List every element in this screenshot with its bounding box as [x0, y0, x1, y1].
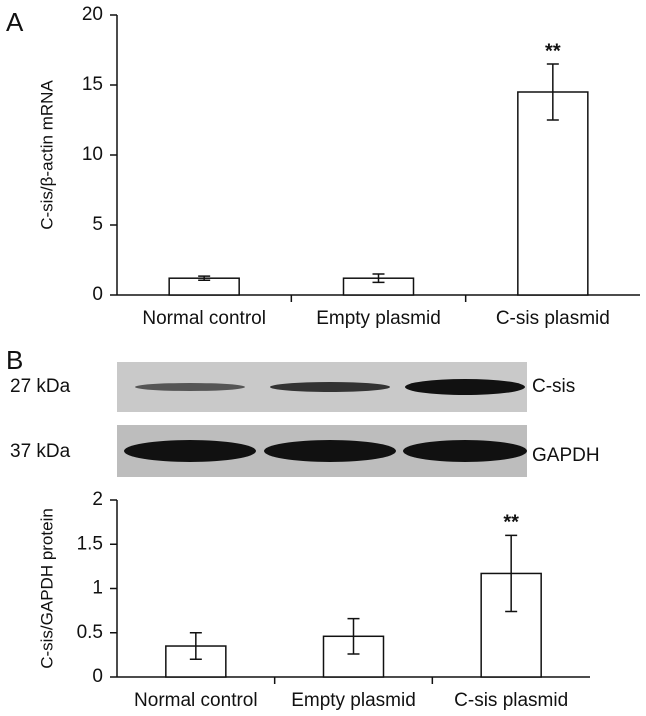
y-tick-label: 0.5	[77, 622, 103, 643]
blot-protein: C-sis	[532, 376, 575, 397]
blot-band	[270, 382, 390, 392]
y-tick-label: 10	[82, 144, 103, 165]
blot-size: 27 kDa	[10, 376, 71, 397]
blot-band	[264, 440, 396, 462]
y-tick-label: 20	[82, 4, 103, 25]
blot-band	[405, 379, 525, 395]
x-tick-label: Empty plasmid	[316, 308, 441, 329]
x-tick-label: Empty plasmid	[291, 690, 416, 711]
x-tick-label: Normal control	[142, 308, 266, 329]
panel-label: B	[6, 345, 23, 375]
y-axis-label: C-sis/GAPDH protein	[37, 508, 56, 669]
y-tick-label: 0	[92, 284, 103, 305]
y-tick-label: 2	[92, 489, 103, 510]
blot-size: 37 kDa	[10, 441, 71, 462]
y-tick-label: 5	[92, 214, 103, 235]
error-bar	[372, 273, 385, 284]
y-tick-label: 0	[92, 666, 103, 687]
error-bar	[189, 632, 202, 661]
bar	[517, 91, 589, 296]
error-bar	[198, 275, 211, 282]
significance: **	[503, 512, 519, 534]
error-bar	[505, 534, 518, 613]
western-blot: 27 kDa C-sis 37 kDa GAPDH	[10, 362, 600, 477]
error-bar	[546, 63, 559, 121]
x-tick-label: Normal control	[134, 690, 258, 711]
blot-band	[124, 440, 256, 462]
x-tick-label: C-sis plasmid	[496, 308, 610, 329]
x-tick-label: C-sis plasmid	[454, 690, 568, 711]
panel-label: A	[6, 7, 24, 37]
blot-band	[135, 383, 245, 391]
blot-band	[403, 440, 527, 462]
y-tick-label: 1	[92, 578, 103, 599]
blot-protein: GAPDH	[532, 445, 600, 466]
y-axis-label: C-sis/β-actin mRNA	[37, 80, 56, 230]
significance: **	[545, 40, 561, 62]
y-tick-label: 1.5	[77, 533, 103, 554]
error-bar	[347, 617, 360, 655]
y-tick-label: 15	[82, 74, 103, 95]
